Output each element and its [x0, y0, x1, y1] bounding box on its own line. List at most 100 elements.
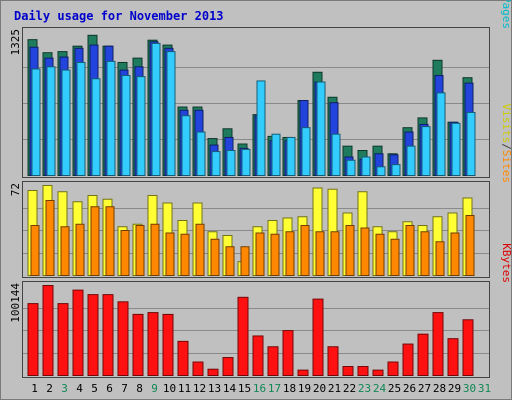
bar-kbytes-kbytes-day-19 — [297, 369, 309, 376]
bar-visits-sites-day-6 — [105, 206, 115, 276]
bar-hits-pages-day-13 — [211, 151, 221, 176]
x-tick-label-day-13: 13 — [208, 382, 221, 395]
bar-hits-pages-day-11 — [181, 115, 191, 177]
bar-visits-sites-day-8 — [135, 225, 145, 276]
bar-hits-pages-day-23 — [361, 156, 371, 176]
x-tick-label-day-14: 14 — [223, 382, 237, 395]
x-tick-label-day-2: 2 — [46, 382, 53, 395]
bar-kbytes-kbytes-day-15 — [237, 296, 249, 376]
bar-kbytes-kbytes-day-20 — [312, 298, 324, 377]
bar-kbytes-kbytes-day-6 — [102, 294, 114, 377]
bar-visits-sites-day-5 — [90, 206, 100, 276]
bar-hits-pages-day-16 — [256, 80, 266, 176]
panel-visits-legend: Visits/Sites — [500, 104, 512, 184]
x-tick-label-day-1: 1 — [31, 382, 38, 395]
bar-visits-sites-day-17 — [270, 233, 280, 276]
bar-hits-pages-day-3 — [61, 69, 71, 176]
bar-visits-sites-day-13 — [210, 238, 220, 276]
bar-hits-pages-day-28 — [436, 92, 446, 176]
bar-visits-sites-day-25 — [390, 238, 400, 276]
bar-hits-pages-day-25 — [391, 164, 401, 177]
x-tick-label-day-22: 22 — [343, 382, 356, 395]
bar-hits-pages-day-26 — [406, 145, 416, 176]
bar-hits-pages-day-9 — [151, 42, 161, 177]
panel-hits: 1325 Hits/Files/Pages — [9, 0, 512, 178]
bar-visits-sites-day-20 — [315, 231, 325, 276]
bar-visits-sites-day-2 — [45, 200, 55, 276]
bar-visits-sites-day-11 — [180, 233, 190, 276]
bar-visits-sites-day-24 — [375, 233, 385, 276]
panel-visits-ymax-label: 72 — [9, 183, 22, 196]
x-tick-label-day-31: 31 — [478, 382, 491, 395]
bar-hits-pages-day-5 — [91, 78, 101, 176]
bar-visits-sites-day-22 — [345, 225, 355, 276]
panel-hits-legend-item: Pages — [500, 0, 512, 29]
bar-visits-sites-day-4 — [75, 223, 85, 276]
x-tick-label-day-24: 24 — [373, 382, 387, 395]
bar-kbytes-kbytes-day-28 — [432, 312, 444, 376]
x-tick-label-day-16: 16 — [253, 382, 266, 395]
bar-visits-sites-day-30 — [465, 215, 475, 276]
panel-hits-ymax-label: 1325 — [9, 29, 22, 56]
bar-kbytes-kbytes-day-18 — [282, 330, 294, 376]
bar-kbytes-kbytes-day-25 — [387, 361, 399, 376]
x-tick-label-day-5: 5 — [91, 382, 98, 395]
x-tick-label-day-29: 29 — [448, 382, 461, 395]
bar-kbytes-kbytes-day-27 — [417, 333, 429, 376]
panel-visits-legend-item: / — [500, 143, 512, 150]
bar-hits-pages-day-1 — [31, 68, 41, 176]
x-tick-label-day-27: 27 — [418, 382, 431, 395]
bar-hits-pages-day-27 — [421, 126, 431, 176]
bar-visits-sites-day-15 — [240, 246, 250, 276]
bar-hits-pages-day-10 — [166, 51, 176, 176]
bar-visits-sites-day-9 — [150, 223, 160, 276]
panel-visits-legend-item: Sites — [500, 150, 512, 183]
bar-kbytes-kbytes-day-23 — [357, 366, 369, 376]
x-tick-label-day-23: 23 — [358, 382, 371, 395]
x-tick-label-day-6: 6 — [106, 382, 113, 395]
x-tick-label-day-15: 15 — [238, 382, 251, 395]
chart-panels: 1325 Hits/Files/Pages 72 Visits/Sites 100144… — [9, 0, 512, 378]
bar-kbytes-kbytes-day-3 — [57, 303, 69, 377]
bar-hits-pages-day-24 — [376, 166, 386, 177]
bar-kbytes-kbytes-day-5 — [87, 294, 99, 377]
x-tick-label-day-30: 30 — [463, 382, 476, 395]
bar-hits-pages-day-6 — [106, 60, 116, 176]
x-tick-label-day-11: 11 — [178, 382, 191, 395]
panel-kbytes: 100144 KBytes — [9, 243, 512, 378]
bar-kbytes-kbytes-day-11 — [177, 340, 189, 377]
bar-visits-sites-day-18 — [285, 231, 295, 276]
bar-visits-sites-day-27 — [420, 231, 430, 276]
bar-visits-sites-day-3 — [60, 226, 70, 276]
bar-hits-pages-day-19 — [301, 127, 311, 176]
bar-visits-sites-day-28 — [435, 241, 445, 276]
x-tick-label-day-26: 26 — [403, 382, 416, 395]
x-tick-label-day-21: 21 — [328, 382, 341, 395]
panel-kbytes-legend-item: KBytes — [500, 243, 512, 283]
bar-kbytes-kbytes-day-22 — [342, 366, 354, 376]
bar-hits-pages-day-18 — [286, 136, 296, 176]
bar-kbytes-kbytes-day-17 — [267, 346, 279, 377]
x-tick-label-day-4: 4 — [76, 382, 83, 395]
bar-hits-pages-day-4 — [76, 61, 86, 176]
x-tick-label-day-12: 12 — [193, 382, 206, 395]
panel-hits-legend: Hits/Files/Pages — [500, 0, 512, 29]
bar-kbytes-kbytes-day-2 — [42, 285, 54, 376]
bar-kbytes-kbytes-day-30 — [462, 319, 474, 377]
x-tick-label-day-17: 17 — [268, 382, 281, 395]
bar-hits-pages-day-2 — [46, 66, 56, 176]
x-tick-label-day-9: 9 — [151, 382, 158, 395]
bar-visits-sites-day-29 — [450, 232, 460, 276]
bar-visits-sites-day-23 — [360, 227, 370, 276]
x-tick-label-day-20: 20 — [313, 382, 326, 395]
x-tick-label-day-28: 28 — [433, 382, 446, 395]
bar-visits-sites-day-19 — [300, 225, 310, 276]
bar-visits-sites-day-10 — [165, 232, 175, 276]
x-tick-label-day-8: 8 — [136, 382, 143, 395]
panel-kbytes-legend: KBytes — [500, 243, 512, 283]
bar-visits-sites-day-12 — [195, 223, 205, 276]
bar-visits-sites-day-16 — [255, 232, 265, 276]
bar-hits-pages-day-17 — [271, 133, 281, 177]
bar-kbytes-kbytes-day-12 — [192, 361, 204, 376]
